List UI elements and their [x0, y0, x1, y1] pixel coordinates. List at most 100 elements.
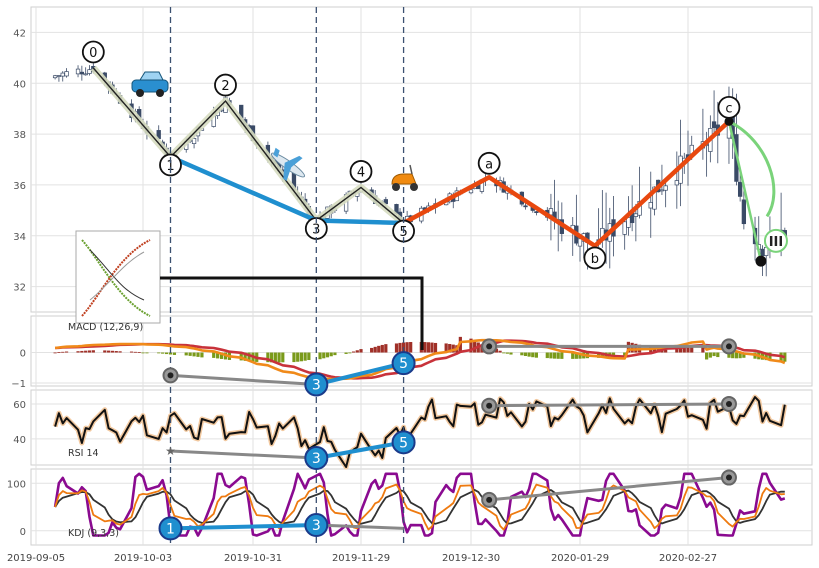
price-y-tick-label: 34 — [13, 232, 26, 243]
macd-histogram-bar — [498, 350, 502, 353]
rsi-impulse-line — [315, 440, 404, 460]
macd-marker-3 — [304, 372, 329, 397]
macd-marker-3-text: 3 — [312, 377, 321, 393]
wave-zigzag-line — [92, 67, 405, 224]
car-wheel — [136, 89, 144, 97]
projection-line — [727, 121, 763, 262]
macd-histogram-bar — [57, 352, 61, 353]
macd-histogram-bar — [423, 342, 427, 353]
macd-histogram-bar — [682, 348, 686, 353]
kdj-marker-a-center — [486, 496, 493, 503]
macd-histogram-bar — [247, 352, 251, 362]
macd-histogram-bar — [219, 352, 224, 359]
macd-y-tick-label: 0 — [20, 349, 26, 360]
inset-frame — [75, 230, 161, 324]
scooter-wheel — [392, 183, 400, 191]
macd-histogram-bar — [299, 352, 304, 362]
x-tick-label: 2020-01-29 — [551, 553, 609, 564]
rsi-y-tick-label: 60 — [13, 400, 26, 411]
macd-histogram-bar — [430, 342, 434, 353]
macd-y-tick-label: −1 — [11, 379, 26, 390]
macd-histogram-bar — [727, 352, 731, 358]
macd-histogram-bar — [266, 352, 270, 363]
macd-histogram-bar — [678, 348, 683, 353]
macd-histogram-bar — [545, 352, 549, 359]
macd-histogram-bar — [398, 342, 402, 353]
macd-histogram-bar — [409, 342, 413, 353]
scooter-body — [391, 173, 417, 185]
macd-marker-5-text: 5 — [399, 356, 408, 372]
macd-histogram-bar — [137, 352, 141, 353]
macd-histogram-bar — [344, 352, 348, 354]
macd-histogram-bar — [505, 352, 509, 354]
macd-panel-label: MACD (12,26,9) — [68, 322, 143, 333]
target-label-circle — [763, 228, 788, 253]
macd-histogram-bar — [444, 343, 448, 353]
x-tick-label: 2019-09-05 — [7, 553, 65, 564]
macd-histogram-bar — [520, 352, 524, 356]
macd-histogram-bar — [473, 340, 477, 353]
candle-body — [760, 248, 765, 257]
candle-body — [191, 138, 197, 144]
wave-label-circle — [214, 73, 237, 97]
macd-histogram-bar — [384, 344, 388, 353]
x-tick-label: 2019-12-30 — [442, 553, 500, 564]
macd-impulse-line — [315, 361, 405, 387]
candle-body — [741, 199, 747, 225]
kdj-top-divergence-line — [489, 476, 730, 502]
macd-histogram-bar — [270, 352, 274, 363]
macd-histogram-bar — [118, 351, 122, 353]
wave-label-b: b — [591, 252, 599, 267]
macd-histogram-bar — [184, 352, 188, 356]
macd-histogram-bar — [380, 344, 384, 353]
macd-histogram-bar — [701, 346, 705, 353]
macd-histogram-bar — [469, 338, 473, 353]
macd-signal-line — [55, 339, 786, 380]
wave-label-circle — [717, 95, 741, 119]
macd-histogram-bar — [611, 352, 616, 356]
plane-tail — [273, 147, 280, 158]
macd-histogram-bar — [574, 352, 578, 359]
rsi-marker-3-text: 3 — [312, 451, 321, 467]
macd-histogram-bar — [322, 352, 326, 359]
macd-histogram-bar — [712, 352, 716, 357]
rsi-y-tick-label: 40 — [13, 435, 26, 446]
kdj-marker-3-text: 3 — [312, 518, 321, 534]
candle-body — [64, 71, 69, 77]
macd-histogram-bar — [172, 352, 177, 355]
price-y-tick-label: 32 — [13, 283, 26, 294]
x-tick-label: 2019-10-31 — [224, 553, 282, 564]
macd-histogram-bar — [370, 347, 374, 353]
inset-curve — [81, 239, 151, 317]
macd-histogram-bar — [451, 344, 455, 353]
price-y-tick-label: 38 — [13, 130, 26, 141]
kdj-marker-3 — [304, 513, 329, 538]
wave-label-c: c — [725, 101, 732, 116]
candle-body — [648, 202, 653, 209]
wave-label-circle — [81, 40, 105, 64]
macd-histogram-bar — [168, 352, 173, 355]
macd-divergence-line — [170, 373, 317, 386]
macd-histogram-bar — [690, 347, 694, 353]
macd-histogram-bar — [243, 352, 247, 361]
macd-histogram-bar — [212, 352, 216, 358]
rsi-top-divergence-line — [489, 402, 729, 408]
candle-body — [75, 68, 81, 75]
rsi-divergence-line — [170, 449, 317, 460]
candle-body — [659, 189, 665, 192]
macd-histogram-bar — [552, 352, 557, 359]
wave-label-circle — [159, 153, 182, 177]
inset-thumbnail — [75, 230, 424, 350]
wave-corrective-line — [402, 119, 731, 249]
macd-histogram-bar — [64, 351, 69, 353]
macd-histogram-bar — [164, 352, 169, 355]
car-wheel — [156, 89, 164, 97]
kdj-d-line — [54, 489, 785, 525]
wave-label-circle — [583, 246, 607, 270]
macd-histogram-bar — [91, 350, 95, 353]
car-window — [139, 71, 164, 81]
candle-body — [468, 189, 474, 194]
kdj-panel-label: KDJ (9,3,3) — [68, 528, 119, 539]
inset-curve — [89, 251, 145, 301]
